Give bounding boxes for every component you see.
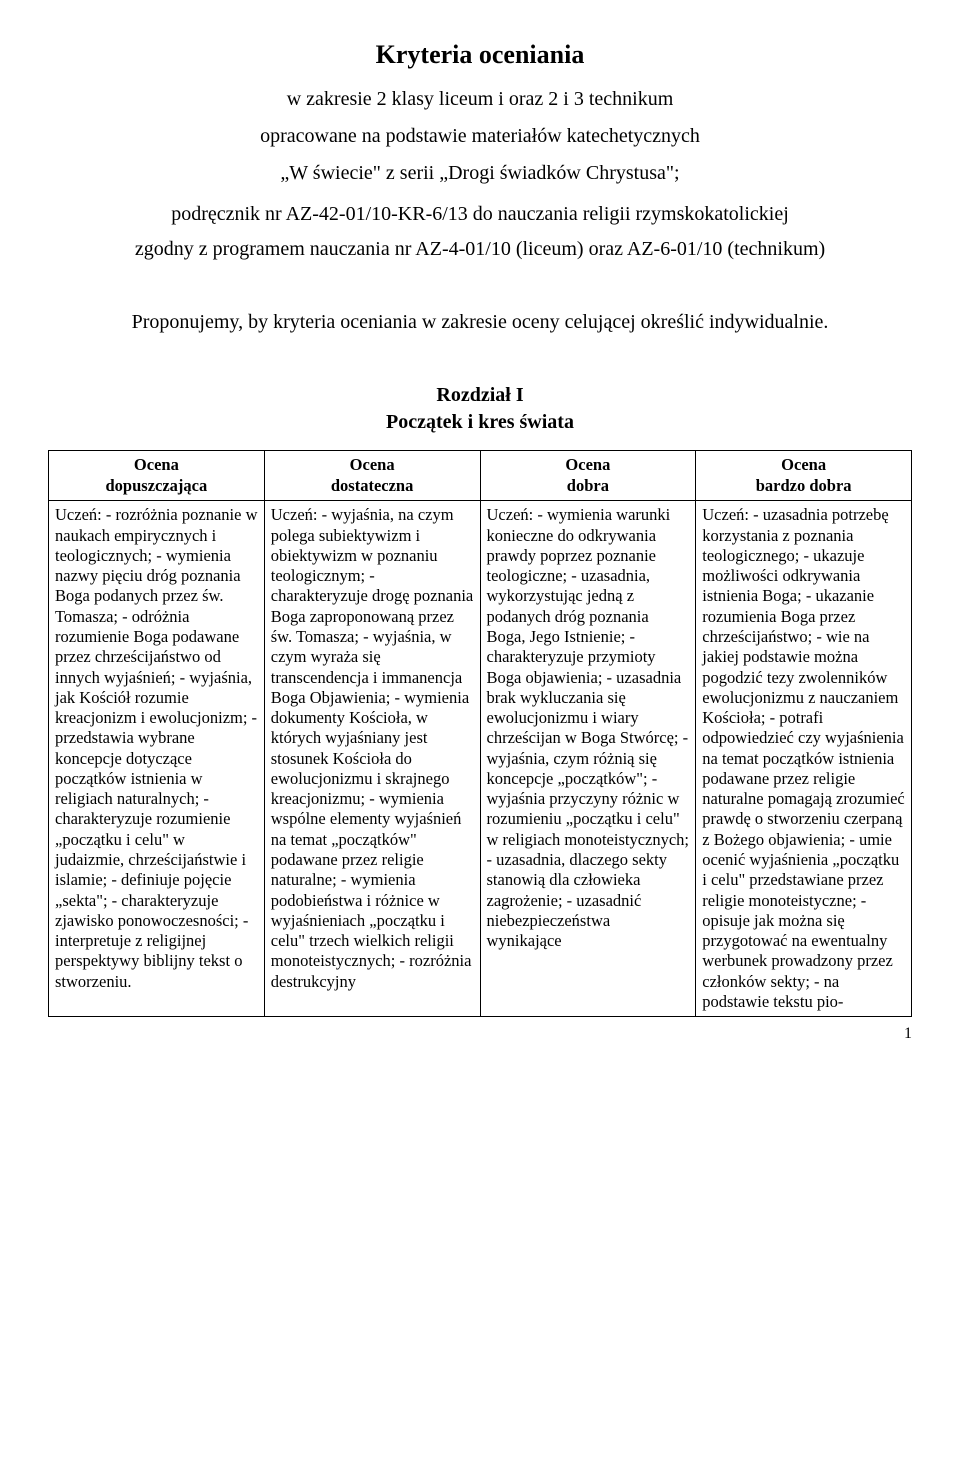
- cell-dobra: Uczeń: - wymienia warunki konieczne do o…: [480, 501, 696, 1017]
- series-line: „W świecie" z serii „Drogi świadków Chry…: [48, 162, 912, 185]
- document-title: Kryteria oceniania: [48, 40, 912, 70]
- cell-dostateczna: Uczeń: - wyjaśnia, na czym polega subiek…: [264, 501, 480, 1017]
- col-header-dopuszczajaca: Ocenadopuszczająca: [49, 451, 265, 501]
- document-subtitle: w zakresie 2 klasy liceum i oraz 2 i 3 t…: [48, 88, 912, 111]
- col-header-bardzo-dobra: Ocenabardzo dobra: [696, 451, 912, 501]
- body-line-1: podręcznik nr AZ-42-01/10-KR-6/13 do nau…: [48, 203, 912, 226]
- criteria-table: Ocenadopuszczająca Ocenadostateczna Ocen…: [48, 450, 912, 1017]
- table-header-row: Ocenadopuszczająca Ocenadostateczna Ocen…: [49, 451, 912, 501]
- note-line: Proponujemy, by kryteria oceniania w zak…: [48, 311, 912, 334]
- cell-dopuszczajaca: Uczeń: - rozróżnia poznanie w naukach em…: [49, 501, 265, 1017]
- col-header-dobra: Ocenadobra: [480, 451, 696, 501]
- cell-bardzo-dobra: Uczeń: - uzasadnia potrzebę korzystania …: [696, 501, 912, 1017]
- table-row: Uczeń: - rozróżnia poznanie w naukach em…: [49, 501, 912, 1017]
- col-header-dostateczna: Ocenadostateczna: [264, 451, 480, 501]
- chapter-title: Początek i kres świata: [48, 411, 912, 434]
- body-line-2: zgodny z programem nauczania nr AZ-4-01/…: [48, 238, 912, 261]
- page-number: 1: [48, 1025, 912, 1043]
- chapter-number: Rozdział I: [48, 384, 912, 407]
- intro-line-1: opracowane na podstawie materiałów katec…: [48, 125, 912, 148]
